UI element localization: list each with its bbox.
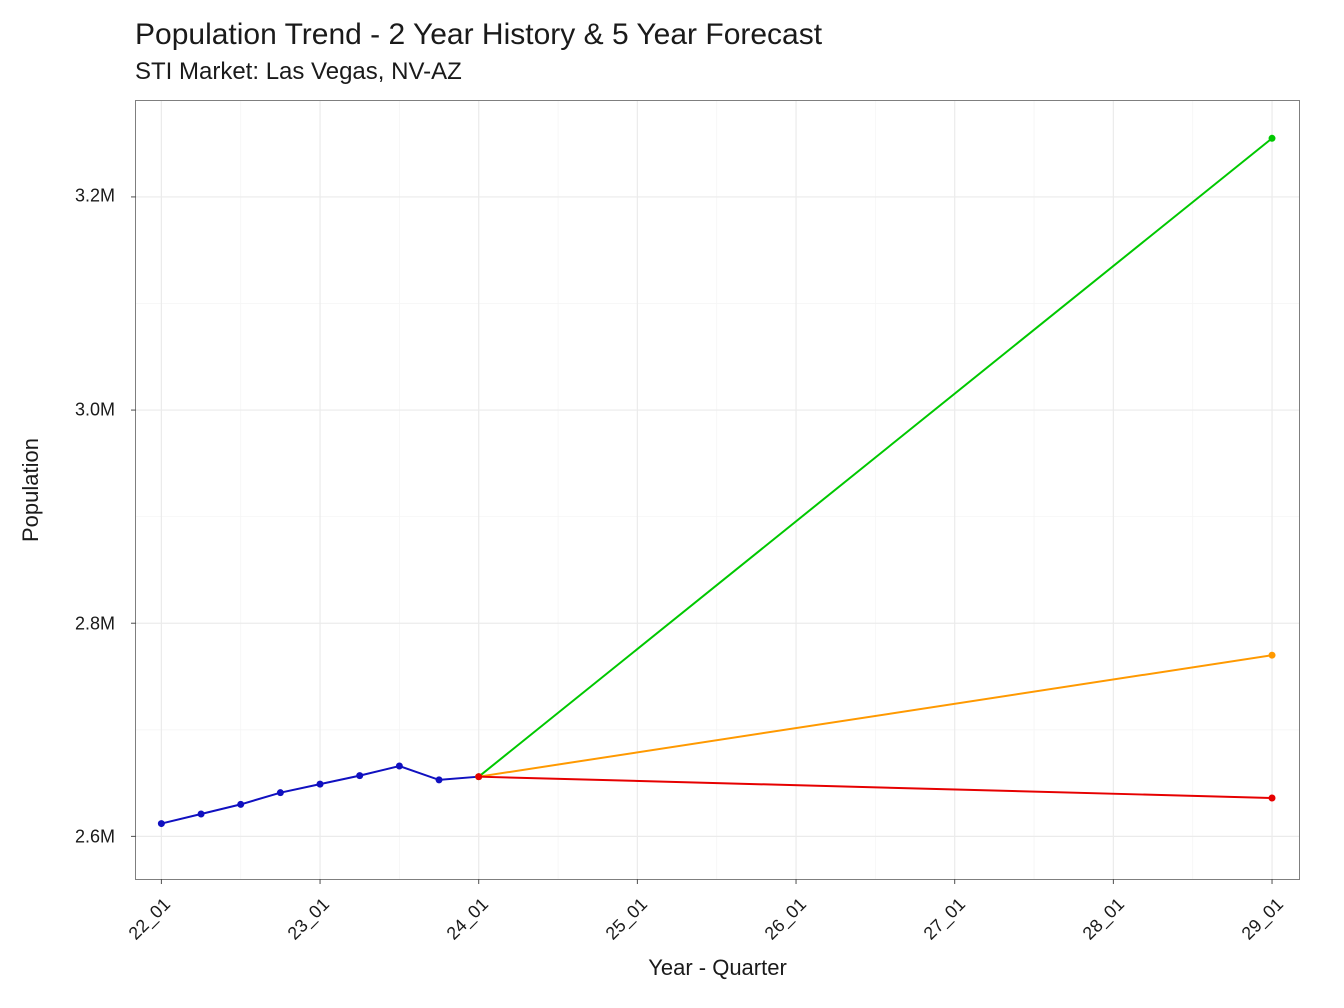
x-tick-label: 23_01 — [284, 894, 334, 944]
x-tick-label: 27_01 — [920, 894, 970, 944]
x-tick-label: 29_01 — [1238, 894, 1288, 944]
chart-title: Population Trend - 2 Year History & 5 Ye… — [135, 18, 822, 52]
population-trend-chart: Population Trend - 2 Year History & 5 Ye… — [0, 0, 1344, 1008]
x-tick-label: 24_01 — [443, 894, 493, 944]
series-marker-history — [277, 789, 284, 796]
series-marker-history — [237, 801, 244, 808]
series-marker-forecast-high — [1269, 135, 1276, 142]
series-marker-history — [317, 781, 324, 788]
plot-svg — [136, 101, 1299, 879]
x-tick-label: 28_01 — [1079, 894, 1129, 944]
x-tick-label: 25_01 — [602, 894, 652, 944]
series-marker-history — [396, 763, 403, 770]
x-tick-labels: 22_0123_0124_0125_0126_0127_0128_0129_01 — [135, 888, 1300, 948]
series-marker-history — [436, 776, 443, 783]
y-axis-title: Population — [18, 100, 44, 880]
x-tick-label: 22_01 — [125, 894, 175, 944]
series-marker-history — [158, 820, 165, 827]
series-marker-history — [198, 810, 205, 817]
x-tick-label: 26_01 — [761, 894, 811, 944]
chart-subtitle: STI Market: Las Vegas, NV-AZ — [135, 58, 462, 86]
series-marker-forecast-low — [475, 773, 482, 780]
series-marker-forecast-low — [1269, 795, 1276, 802]
series-marker-forecast-mid — [1269, 652, 1276, 659]
plot-panel — [135, 100, 1300, 880]
series-marker-history — [356, 772, 363, 779]
x-axis-title: Year - Quarter — [135, 955, 1300, 981]
